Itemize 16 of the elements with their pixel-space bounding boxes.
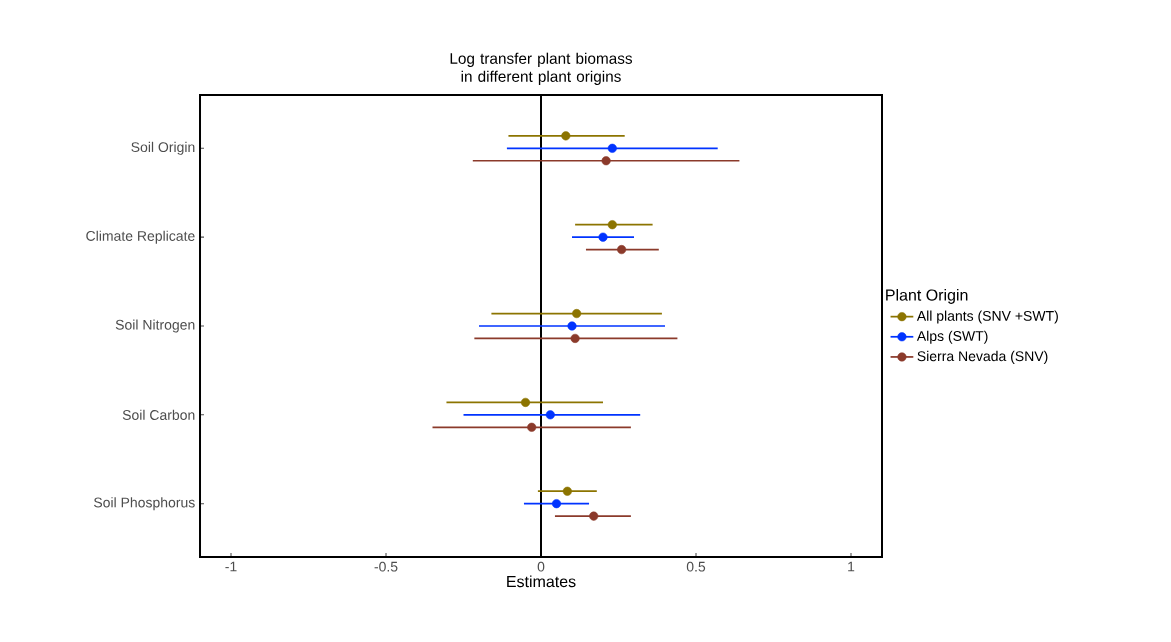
legend-title: Plant Origin <box>886 288 968 304</box>
legend-label: Sierra Nevada (SNV) <box>917 350 1048 364</box>
y-tick-label: Soil Origin <box>131 141 195 155</box>
x-tick-label: 0 <box>537 561 545 572</box>
chart-title: Log transfer plant biomass in different plant origins <box>450 52 633 85</box>
x-tick-label: -1 <box>225 561 237 572</box>
y-tick-label: Climate Replicate <box>86 230 195 244</box>
y-tick-label: Soil Phosphorus <box>93 497 195 511</box>
y-tick-label: Soil Nitrogen <box>115 319 195 333</box>
x-axis-title: Estimates <box>507 575 576 588</box>
y-tick-label: Soil Carbon <box>122 409 195 420</box>
x-tick-label: 0.5 <box>686 561 706 572</box>
legend-label: Alps (SWT) <box>916 330 988 344</box>
legend-label: All plants (SNV +SWT) <box>916 310 1058 324</box>
x-tick-label: -0.5 <box>374 561 398 572</box>
x-tick-label: 1 <box>848 561 855 572</box>
